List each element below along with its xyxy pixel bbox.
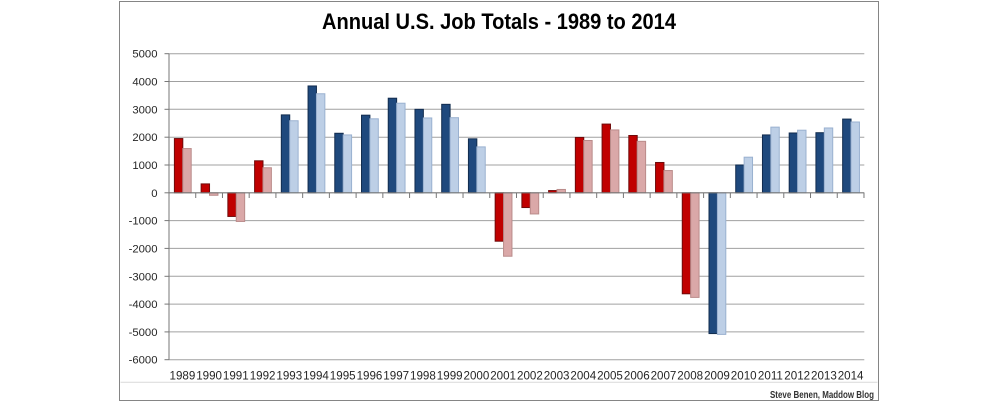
svg-text:2011: 2011 xyxy=(758,370,783,383)
svg-text:1989: 1989 xyxy=(170,370,196,383)
svg-text:1992: 1992 xyxy=(250,370,276,383)
svg-text:1991: 1991 xyxy=(223,370,249,383)
svg-text:1993: 1993 xyxy=(276,370,302,383)
svg-text:0: 0 xyxy=(151,188,157,200)
svg-text:2013: 2013 xyxy=(811,370,837,383)
svg-text:2005: 2005 xyxy=(597,370,623,383)
svg-text:1999: 1999 xyxy=(437,370,463,383)
svg-text:2000: 2000 xyxy=(132,132,157,144)
svg-text:1996: 1996 xyxy=(357,370,383,383)
svg-text:1990: 1990 xyxy=(196,370,222,383)
svg-text:Steve Benen, Maddow Blog: Steve Benen, Maddow Blog xyxy=(770,389,874,401)
svg-text:2008: 2008 xyxy=(677,370,703,383)
svg-text:2004: 2004 xyxy=(570,370,596,383)
svg-text:1998: 1998 xyxy=(410,370,436,383)
svg-text:-2000: -2000 xyxy=(129,243,158,255)
svg-text:2014: 2014 xyxy=(838,370,864,383)
svg-text:2007: 2007 xyxy=(651,370,677,383)
svg-text:2000: 2000 xyxy=(464,370,490,383)
svg-text:2006: 2006 xyxy=(624,370,650,383)
svg-text:-3000: -3000 xyxy=(129,271,158,283)
svg-text:1995: 1995 xyxy=(330,370,356,383)
svg-text:3000: 3000 xyxy=(132,104,157,116)
svg-text:2010: 2010 xyxy=(731,370,757,383)
svg-text:-1000: -1000 xyxy=(129,216,158,228)
svg-text:2009: 2009 xyxy=(704,370,730,383)
svg-text:2012: 2012 xyxy=(784,370,810,383)
svg-text:1000: 1000 xyxy=(132,160,157,172)
svg-text:-5000: -5000 xyxy=(129,327,158,339)
svg-text:Annual U.S. Job Totals - 1989: Annual U.S. Job Totals - 1989 to 2014 xyxy=(322,9,677,34)
svg-text:2002: 2002 xyxy=(517,370,543,383)
svg-text:1994: 1994 xyxy=(303,370,329,383)
svg-text:-4000: -4000 xyxy=(129,299,158,311)
svg-text:2003: 2003 xyxy=(544,370,570,383)
svg-text:2001: 2001 xyxy=(490,370,516,383)
svg-text:1997: 1997 xyxy=(383,370,409,383)
svg-text:-6000: -6000 xyxy=(129,355,158,367)
svg-text:4000: 4000 xyxy=(132,77,157,89)
svg-text:5000: 5000 xyxy=(132,49,157,61)
